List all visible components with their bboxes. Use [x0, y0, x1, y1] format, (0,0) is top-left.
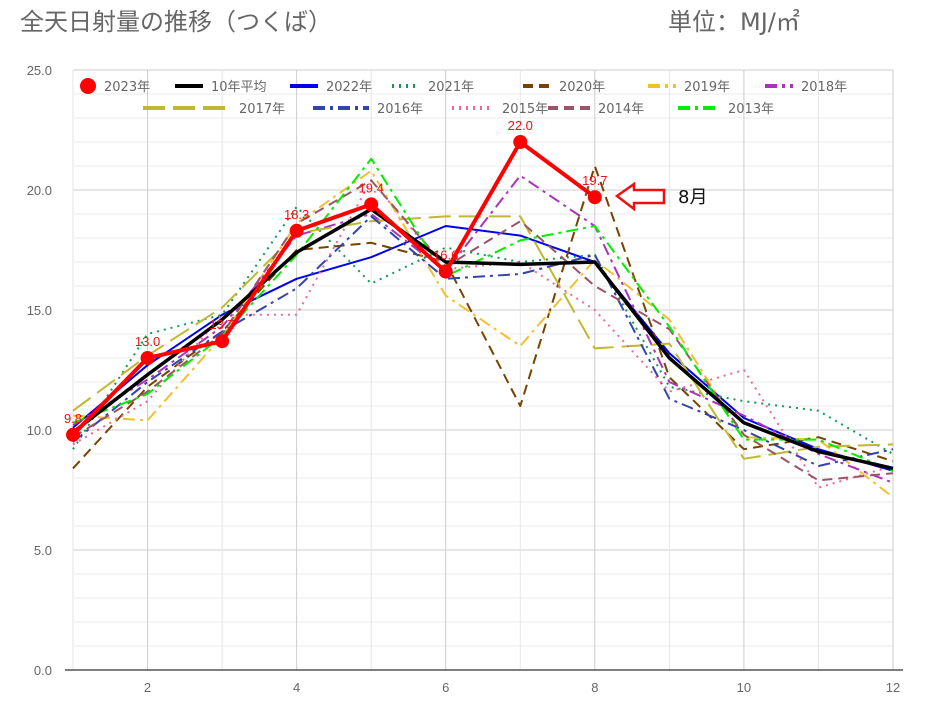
- legend-label: 10年平均: [211, 80, 267, 95]
- legend-label: 2022年: [326, 80, 372, 95]
- data-label: 18.3: [284, 207, 309, 222]
- x-axis: 2 4 6 8 10 12: [144, 680, 900, 695]
- data-label: 13.7: [209, 317, 234, 332]
- data-point-2023: [140, 351, 155, 365]
- data-labels: 9.8 13.0 13.7 18.3 19.4 16.6 22.0 19.7: [64, 118, 608, 426]
- legend-item: 10年平均: [175, 80, 267, 95]
- y-axis: 0.0 5.0 10.0 15.0 20.0 25.0: [27, 63, 52, 678]
- annotation-text: 8月: [678, 187, 707, 208]
- legend-item: 2019年: [648, 80, 730, 95]
- data-point-2023: [513, 135, 528, 149]
- chart-title: 全天日射量の推移（つくば）: [20, 8, 332, 36]
- series-line-5: [72, 169, 894, 498]
- unit-label: 単位：MJ/㎡: [668, 8, 800, 36]
- legend-item: 2018年: [765, 80, 847, 95]
- data-point-2023: [215, 334, 230, 349]
- legend-label: 2018年: [801, 80, 847, 95]
- y-tick-label: 25.0: [27, 63, 52, 78]
- y-tick-label: 20.0: [27, 183, 52, 198]
- x-tick-label: 6: [442, 680, 449, 695]
- data-point-2023: [364, 197, 379, 212]
- legend-label: 2023年: [104, 80, 150, 95]
- x-tick-label: 10: [737, 680, 751, 695]
- x-tick-label: 4: [293, 680, 300, 695]
- data-point-2023: [289, 223, 304, 238]
- legend: 2023年 10年平均 2022年 2021年 2020年 2019年 2018年 2017年…: [80, 78, 847, 117]
- data-label: 19.4: [359, 180, 384, 195]
- legend-item: 2022年: [290, 80, 372, 95]
- data-label: 16.6: [433, 248, 458, 263]
- legend-label: 2021年: [428, 80, 474, 95]
- data-label: 13.0: [135, 334, 160, 349]
- series-line-10: [72, 179, 894, 482]
- series-line-9: [72, 179, 894, 489]
- legend-label: 2016年: [377, 102, 423, 117]
- annotation: 8月: [614, 181, 707, 212]
- legend-marker: [80, 78, 96, 94]
- series-line-3: [72, 205, 894, 455]
- series-line-6: [72, 174, 894, 484]
- data-label: 22.0: [508, 118, 533, 133]
- series-line-0: [71, 140, 596, 437]
- legend-item: 2013年: [678, 102, 774, 117]
- legend-item: 2023年: [80, 78, 150, 95]
- legend-label: 2020年: [559, 80, 605, 95]
- data-point-2023: [587, 190, 602, 205]
- legend-label: 2019年: [684, 80, 730, 95]
- series-line-4: [72, 165, 894, 470]
- legend-label: 2013年: [728, 102, 774, 117]
- data-label: 19.7: [582, 173, 607, 188]
- series-line-2: [72, 225, 894, 472]
- series-line-8: [72, 215, 894, 467]
- legend-item: 2016年: [313, 102, 423, 117]
- series-lines: [66, 135, 894, 498]
- arrow-left-icon: [614, 181, 666, 212]
- y-tick-label: 0.0: [34, 663, 52, 678]
- data-point-2023: [438, 264, 453, 279]
- legend-item: 2021年: [392, 80, 474, 95]
- legend-label: 2017年: [239, 102, 285, 117]
- legend-item: 2014年: [548, 102, 644, 117]
- data-point-2023: [66, 427, 80, 442]
- y-tick-label: 10.0: [27, 423, 52, 438]
- gridlines: [65, 69, 903, 671]
- x-tick-label: 12: [886, 680, 900, 695]
- legend-item: 2017年: [143, 102, 285, 117]
- y-tick-label: 15.0: [27, 303, 52, 318]
- legend-label: 2015年: [502, 102, 548, 117]
- series-line-7: [72, 215, 894, 460]
- x-tick-label: 8: [591, 680, 598, 695]
- x-tick-label: 2: [144, 680, 151, 695]
- legend-label: 2014年: [598, 102, 644, 117]
- data-label: 9.8: [64, 411, 82, 426]
- legend-item: 2015年: [452, 102, 548, 117]
- series-line-1: [71, 207, 894, 471]
- y-tick-label: 5.0: [34, 543, 52, 558]
- legend-item: 2020年: [523, 80, 605, 95]
